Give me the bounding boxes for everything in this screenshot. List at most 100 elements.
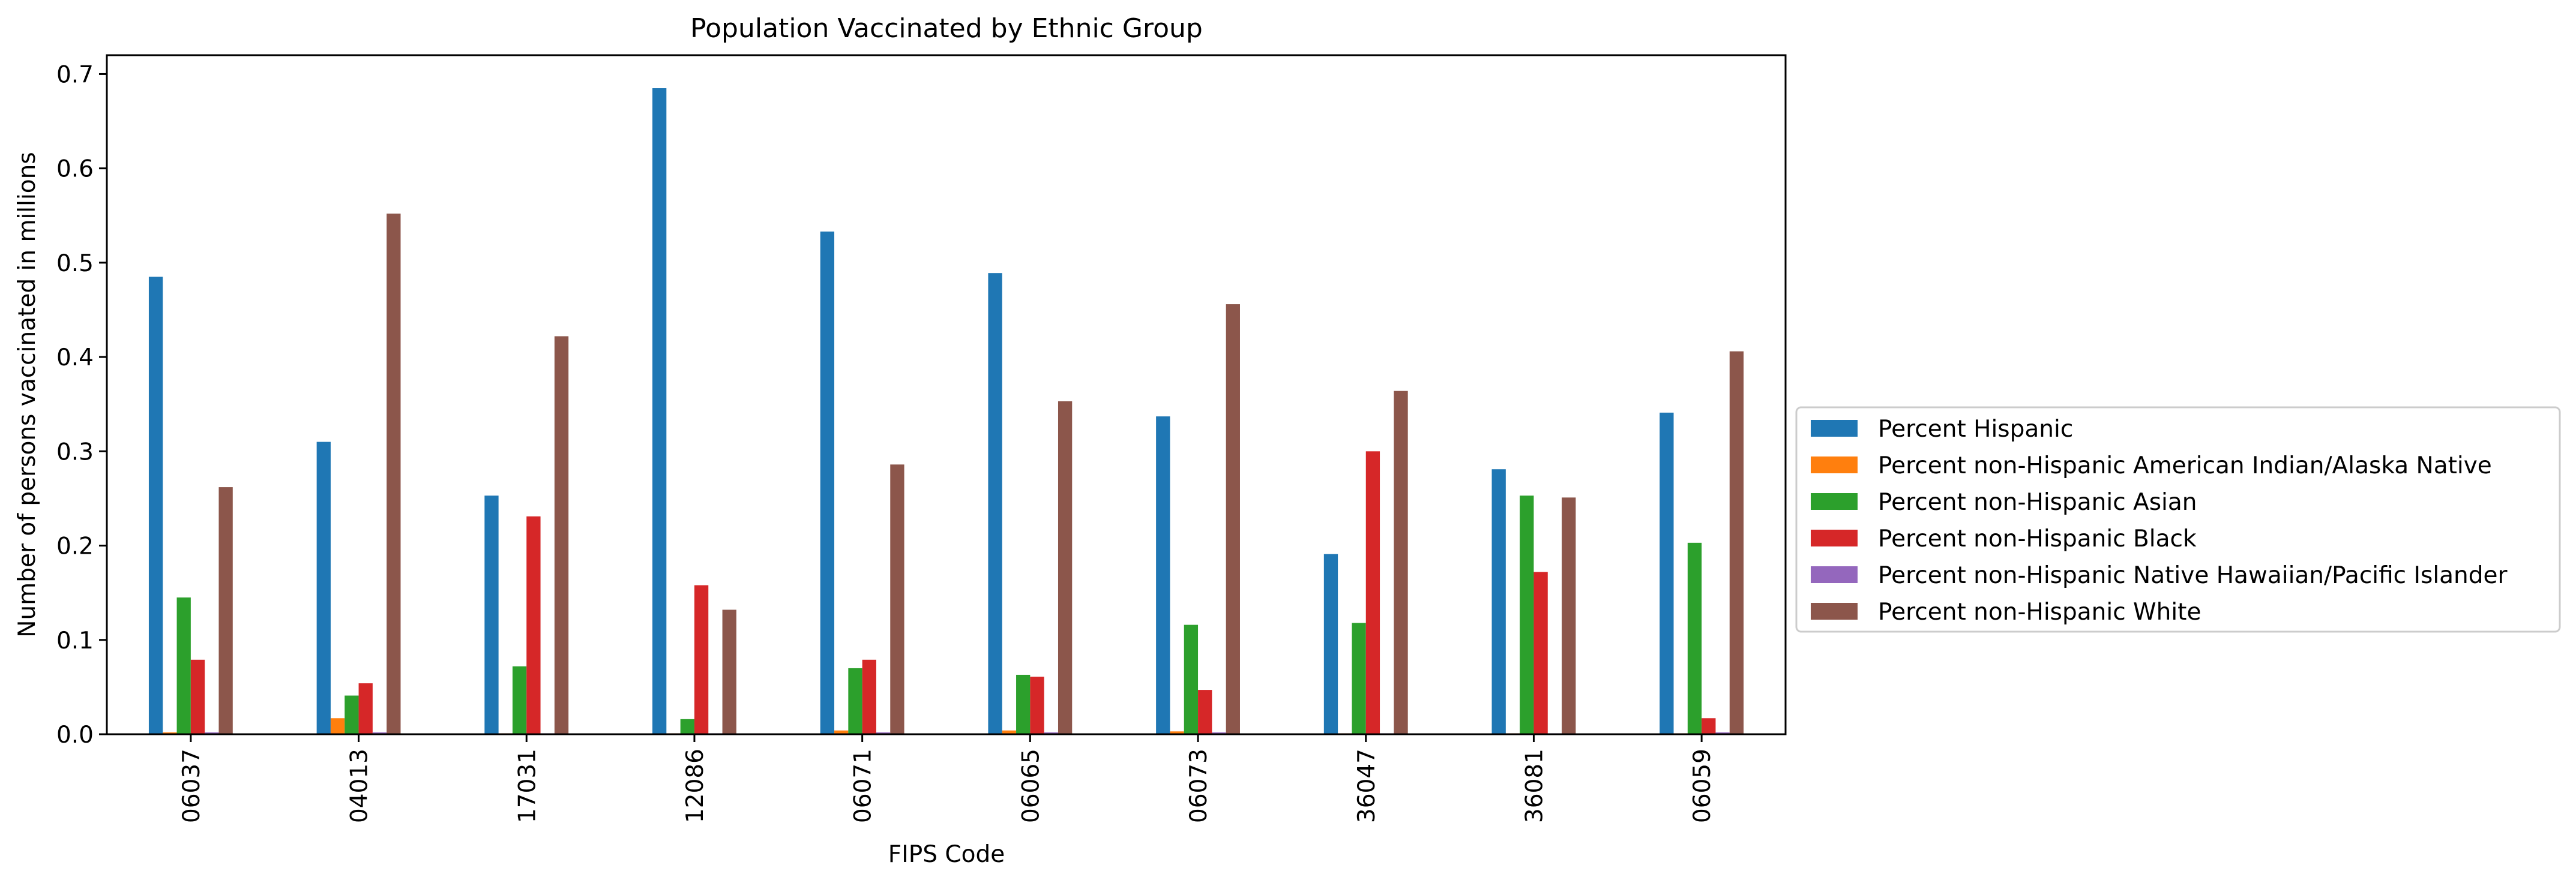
bar-06071-series-3 xyxy=(848,668,862,734)
bar-06059-series-6 xyxy=(1729,351,1744,734)
x-tick-label: 06037 xyxy=(178,749,205,823)
bar-group-17031 xyxy=(484,336,569,734)
bar-06059-series-5 xyxy=(1715,732,1730,734)
bar-06071-series-1 xyxy=(820,232,835,734)
bar-04013-series-3 xyxy=(345,695,359,734)
bar-group-06065 xyxy=(988,273,1073,734)
bar-06073-series-4 xyxy=(1198,690,1212,734)
y-tick-label: 0.4 xyxy=(56,344,94,371)
bar-12086-series-3 xyxy=(680,719,694,734)
bar-36047-series-1 xyxy=(1323,554,1338,734)
bar-12086-series-6 xyxy=(722,609,736,734)
bar-36081-series-1 xyxy=(1491,469,1506,734)
legend-entry: Percent non-Hispanic Black xyxy=(1811,525,2197,552)
y-tick-label: 0.1 xyxy=(56,627,94,654)
bar-06059-series-1 xyxy=(1660,412,1674,734)
legend-label: Percent non-Hispanic White xyxy=(1878,599,2201,626)
bar-group-06059 xyxy=(1660,351,1744,734)
bar-04013-series-2 xyxy=(330,718,345,734)
plot-frame xyxy=(106,54,1787,735)
x-tick-label: 17031 xyxy=(514,749,541,823)
legend-swatch xyxy=(1811,530,1858,546)
bar-06037-series-2 xyxy=(163,732,177,734)
x-tick-label: 36081 xyxy=(1521,749,1548,823)
bar-06037-series-4 xyxy=(190,659,205,734)
bar-36047-series-4 xyxy=(1365,451,1380,734)
bar-06065-series-2 xyxy=(1002,730,1017,734)
y-tick-label: 0.0 xyxy=(56,722,94,749)
bar-06037-series-3 xyxy=(176,597,191,734)
legend-label: Percent non-Hispanic Native Hawaiian/Pac… xyxy=(1878,562,2508,589)
bar-06037-series-5 xyxy=(205,732,219,734)
bar-36047-series-3 xyxy=(1352,623,1366,734)
legend-swatch xyxy=(1811,456,1858,473)
x-tick-label: 06073 xyxy=(1185,749,1212,823)
legend-entry: Percent non-Hispanic American Indian/Ala… xyxy=(1811,452,2492,479)
bar-06073-series-3 xyxy=(1184,624,1199,734)
bar-06059-series-3 xyxy=(1687,542,1702,734)
bar-group-36081 xyxy=(1491,469,1576,734)
bar-36047-series-6 xyxy=(1394,391,1408,734)
bar-group-04013 xyxy=(316,214,401,734)
legend-entry: Percent non-Hispanic Native Hawaiian/Pac… xyxy=(1811,562,2508,589)
chart-title: Population Vaccinated by Ethnic Group xyxy=(690,13,1203,44)
bar-12086-series-4 xyxy=(694,585,709,734)
y-tick-label: 0.7 xyxy=(56,61,94,88)
bar-06071-series-2 xyxy=(834,730,849,734)
legend-entry: Percent Hispanic xyxy=(1811,416,2073,443)
y-tick-label: 0.2 xyxy=(56,533,94,560)
bar-06073-series-2 xyxy=(1170,731,1184,734)
bar-04013-series-5 xyxy=(372,732,387,734)
y-tick-label: 0.3 xyxy=(56,439,94,465)
legend-label: Percent Hispanic xyxy=(1878,416,2073,443)
x-axis: 06037 04013 17031 12086 06071 06065 06073 36047… xyxy=(178,734,1716,823)
x-tick-label: 04013 xyxy=(346,749,373,823)
bar-06037-series-1 xyxy=(148,277,163,735)
y-axis-label: Number of persons vaccinated in millions xyxy=(14,152,41,637)
x-tick-label: 06065 xyxy=(1017,749,1044,823)
bar-06065-series-6 xyxy=(1058,401,1073,734)
x-axis-label: FIPS Code xyxy=(888,841,1005,868)
bar-group-36047 xyxy=(1323,391,1408,734)
bar-06065-series-1 xyxy=(988,273,1002,734)
bar-17031-series-4 xyxy=(526,516,541,734)
legend-entry: Percent non-Hispanic White xyxy=(1811,599,2201,626)
legend-label: Percent non-Hispanic Asian xyxy=(1878,489,2197,516)
bar-06071-series-5 xyxy=(876,732,891,734)
bar-group-06073 xyxy=(1156,304,1240,734)
legend-label: Percent non-Hispanic American Indian/Ala… xyxy=(1878,452,2492,479)
legend-entry: Percent non-Hispanic Asian xyxy=(1811,489,2197,516)
bar-06071-series-4 xyxy=(862,659,876,734)
bar-06073-series-1 xyxy=(1156,416,1170,734)
bar-06065-series-3 xyxy=(1016,674,1031,734)
legend-frame xyxy=(1795,406,2561,633)
bar-36081-series-6 xyxy=(1562,497,1576,734)
bar-group-06071 xyxy=(820,232,904,734)
bar-06065-series-4 xyxy=(1030,677,1044,734)
bar-17031-series-6 xyxy=(554,336,569,734)
bar-36081-series-4 xyxy=(1533,572,1548,734)
bar-04013-series-4 xyxy=(358,683,373,734)
legend-swatch xyxy=(1811,566,1858,583)
bar-06073-series-5 xyxy=(1212,732,1226,734)
bar-04013-series-6 xyxy=(387,214,401,734)
bar-06037-series-6 xyxy=(218,487,233,734)
legend: Percent Hispanic Percent non-Hispanic Ame… xyxy=(1795,406,2561,633)
y-tick-label: 0.5 xyxy=(56,250,94,277)
legend-label: Percent non-Hispanic Black xyxy=(1878,525,2197,552)
x-tick-label: 06071 xyxy=(850,749,877,823)
y-tick-label: 0.6 xyxy=(56,156,94,183)
bar-36081-series-3 xyxy=(1520,495,1534,734)
bar-04013-series-1 xyxy=(316,442,331,734)
bar-group-06037 xyxy=(148,277,233,735)
bar-06073-series-6 xyxy=(1226,304,1240,734)
bar-group-12086 xyxy=(652,88,736,734)
x-tick-label: 06059 xyxy=(1689,749,1716,823)
legend-swatch xyxy=(1811,420,1858,437)
bar-17031-series-3 xyxy=(512,666,527,734)
bar-12086-series-1 xyxy=(652,88,667,734)
y-axis: 0.0 0.1 0.2 0.3 0.4 0.5 0.6 0.7 xyxy=(56,61,107,749)
legend-swatch xyxy=(1811,493,1858,510)
bar-06071-series-6 xyxy=(890,464,904,734)
